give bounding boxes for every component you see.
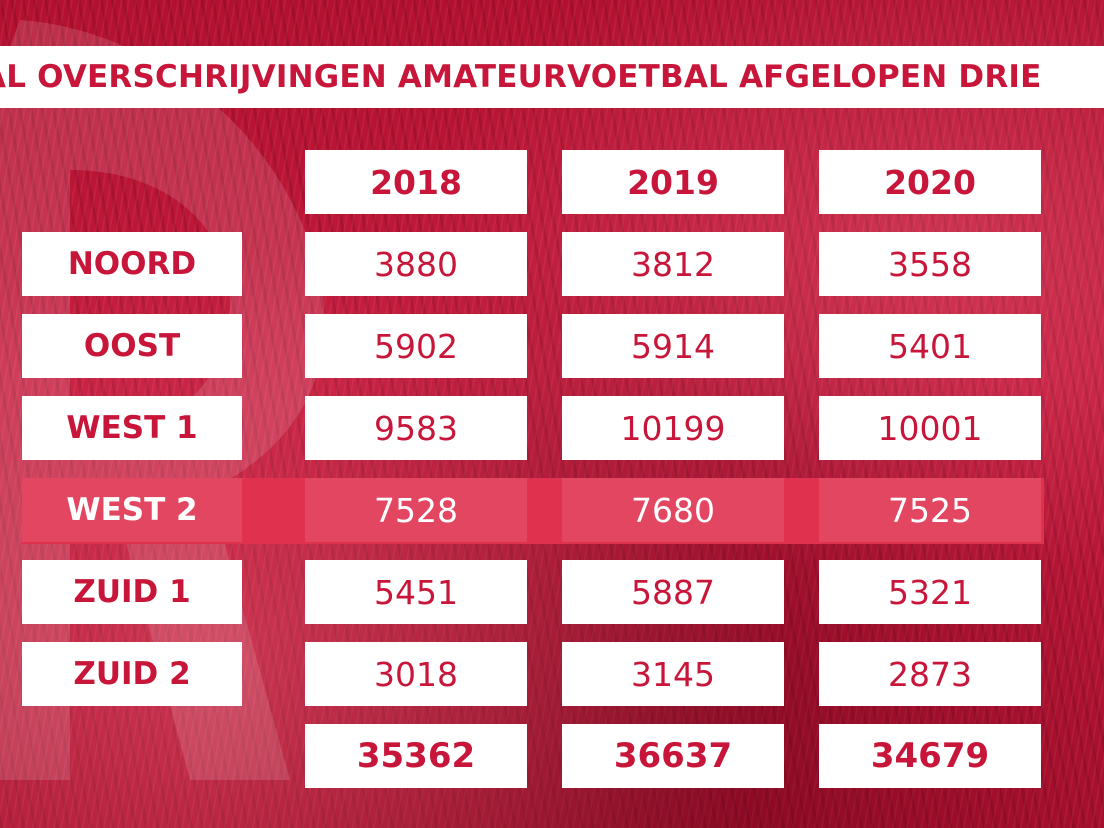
value-noord-2020: 3558: [819, 232, 1041, 296]
value-zuid-2-2019: 3145: [562, 642, 784, 706]
value-oost-2020: 5401: [819, 314, 1041, 378]
total-2018: 35362: [305, 724, 527, 788]
row-label-zuid-1: ZUID 1: [22, 560, 242, 624]
value-west-1-2020: 10001: [819, 396, 1041, 460]
value-zuid-1-2018: 5451: [305, 560, 527, 624]
column-header-2019: 2019: [562, 150, 784, 214]
value-west-2-2020: 7525: [819, 478, 1041, 542]
column-header-2018: 2018: [305, 150, 527, 214]
value-oost-2019: 5914: [562, 314, 784, 378]
value-noord-2018: 3880: [305, 232, 527, 296]
value-oost-2018: 5902: [305, 314, 527, 378]
row-label-oost: OOST: [22, 314, 242, 378]
highlight-row-band: [22, 478, 1044, 544]
row-label-west-2: WEST 2: [22, 478, 242, 542]
value-zuid-1-2019: 5887: [562, 560, 784, 624]
chart-title: AL OVERSCHRIJVINGEN AMATEURVOETBAL AFGEL…: [0, 59, 1042, 95]
value-west-1-2019: 10199: [562, 396, 784, 460]
value-noord-2019: 3812: [562, 232, 784, 296]
column-header-2020: 2020: [819, 150, 1041, 214]
value-zuid-1-2020: 5321: [819, 560, 1041, 624]
row-label-noord: NOORD: [22, 232, 242, 296]
value-west-2-2019: 7680: [562, 478, 784, 542]
total-2020: 34679: [819, 724, 1041, 788]
row-label-west-1: WEST 1: [22, 396, 242, 460]
row-label-zuid-2: ZUID 2: [22, 642, 242, 706]
value-west-2-2018: 7528: [305, 478, 527, 542]
value-west-1-2018: 9583: [305, 396, 527, 460]
total-2019: 36637: [562, 724, 784, 788]
value-zuid-2-2020: 2873: [819, 642, 1041, 706]
title-banner: AL OVERSCHRIJVINGEN AMATEURVOETBAL AFGEL…: [0, 46, 1104, 108]
value-zuid-2-2018: 3018: [305, 642, 527, 706]
